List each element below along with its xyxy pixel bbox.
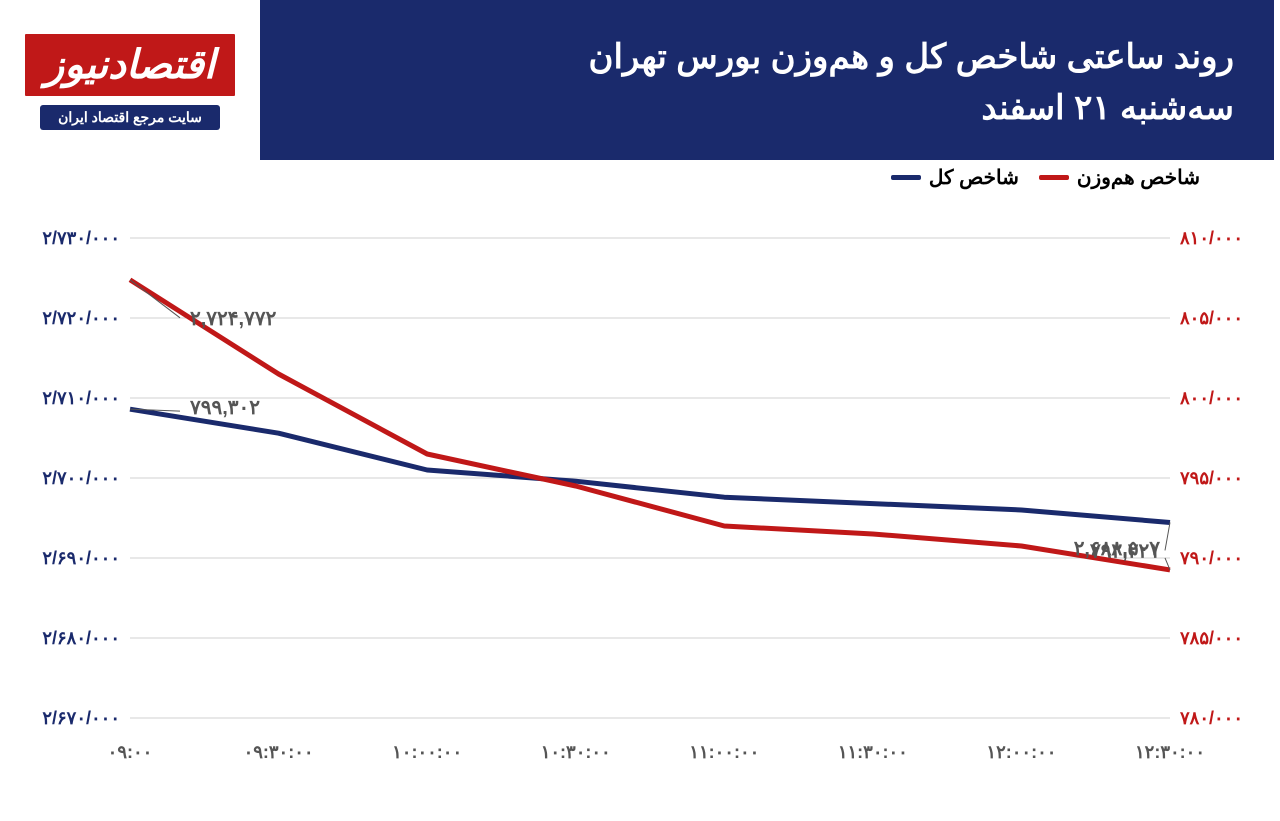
svg-text:۸۰۵/۰۰۰: ۸۰۵/۰۰۰ [1179, 308, 1243, 328]
legend-swatch-red [1039, 175, 1069, 180]
legend-item-hamvazn: شاخص هم‌وزن [1039, 165, 1200, 190]
legend-label: شاخص کل [929, 165, 1019, 190]
line-chart: ۲/۶۷۰/۰۰۰ ۲/۶۸۰/۰۰۰ ۲/۶۹۰/۰۰۰ ۲/۷۰۰/۰۰۰ ۲/۷۱… [20, 175, 1260, 801]
svg-text:۲/۶۷۰/۰۰۰: ۲/۶۷۰/۰۰۰ [42, 708, 120, 728]
svg-text:۰۹:۳۰:۰۰: ۰۹:۳۰:۰۰ [244, 742, 314, 762]
svg-text:۲,۷۲۴,۷۷۲: ۲,۷۲۴,۷۷۲ [190, 308, 277, 330]
svg-text:۸۰۰/۰۰۰: ۸۰۰/۰۰۰ [1179, 388, 1243, 408]
chart-area: شاخص هم‌وزن شاخص کل ۲/۶۷۰/۰۰۰۲/۶۸۰/۰۰۰۲/… [0, 160, 1280, 821]
svg-text:۲/۷۳۰/۰۰۰: ۲/۷۳۰/۰۰۰ [42, 228, 120, 248]
svg-text:۲/۷۲۰/۰۰۰: ۲/۷۲۰/۰۰۰ [42, 308, 120, 328]
title-block: روند ساعتی شاخص کل و هم‌وزن بورس تهران س… [260, 0, 1280, 160]
logo-subtitle: سایت مرجع اقتصاد ایران [40, 105, 220, 130]
legend: شاخص هم‌وزن شاخص کل [891, 165, 1200, 190]
legend-swatch-blue [891, 175, 921, 180]
svg-text:۱۰:۰۰:۰۰: ۱۰:۰۰:۰۰ [392, 742, 462, 762]
svg-text:۲/۷۰۰/۰۰۰: ۲/۷۰۰/۰۰۰ [42, 468, 120, 488]
svg-text:۷۹۵/۰۰۰: ۷۹۵/۰۰۰ [1179, 468, 1243, 488]
svg-text:۷۸۰/۰۰۰: ۷۸۰/۰۰۰ [1179, 708, 1243, 728]
svg-text:۱۲:۳۰:۰۰: ۱۲:۳۰:۰۰ [1135, 742, 1205, 762]
svg-text:۲/۶۹۰/۰۰۰: ۲/۶۹۰/۰۰۰ [42, 548, 120, 568]
svg-text:۷۹۲,۲۲۱: ۷۹۲,۲۲۱ [1089, 540, 1160, 562]
legend-label: شاخص هم‌وزن [1077, 165, 1200, 190]
svg-text:۱۱:۰۰:۰۰: ۱۱:۰۰:۰۰ [689, 742, 759, 762]
svg-text:۷۹۰/۰۰۰: ۷۹۰/۰۰۰ [1179, 548, 1243, 568]
svg-text:۱۱:۳۰:۰۰: ۱۱:۳۰:۰۰ [838, 742, 908, 762]
title-line-1: روند ساعتی شاخص کل و هم‌وزن بورس تهران [588, 32, 1234, 83]
svg-text:۷۹۹,۳۰۲: ۷۹۹,۳۰۲ [189, 397, 260, 419]
svg-text:۱۲:۰۰:۰۰: ۱۲:۰۰:۰۰ [986, 742, 1056, 762]
logo-block: اقتصادنیوز سایت مرجع اقتصاد ایران [0, 0, 260, 160]
header: اقتصادنیوز سایت مرجع اقتصاد ایران روند س… [0, 0, 1280, 160]
svg-text:۰۹:۰۰: ۰۹:۰۰ [108, 742, 153, 762]
svg-text:۸۱۰/۰۰۰: ۸۱۰/۰۰۰ [1179, 228, 1243, 248]
title-line-2: سه‌شنبه ۲۱ اسفند [981, 83, 1234, 134]
svg-text:۲/۷۱۰/۰۰۰: ۲/۷۱۰/۰۰۰ [42, 388, 120, 408]
svg-text:۱۰:۳۰:۰۰: ۱۰:۳۰:۰۰ [541, 742, 611, 762]
logo-main: اقتصادنیوز [22, 31, 238, 99]
legend-item-kol: شاخص کل [891, 165, 1019, 190]
svg-text:۷۸۵/۰۰۰: ۷۸۵/۰۰۰ [1179, 628, 1243, 648]
svg-text:۲/۶۸۰/۰۰۰: ۲/۶۸۰/۰۰۰ [42, 628, 120, 648]
